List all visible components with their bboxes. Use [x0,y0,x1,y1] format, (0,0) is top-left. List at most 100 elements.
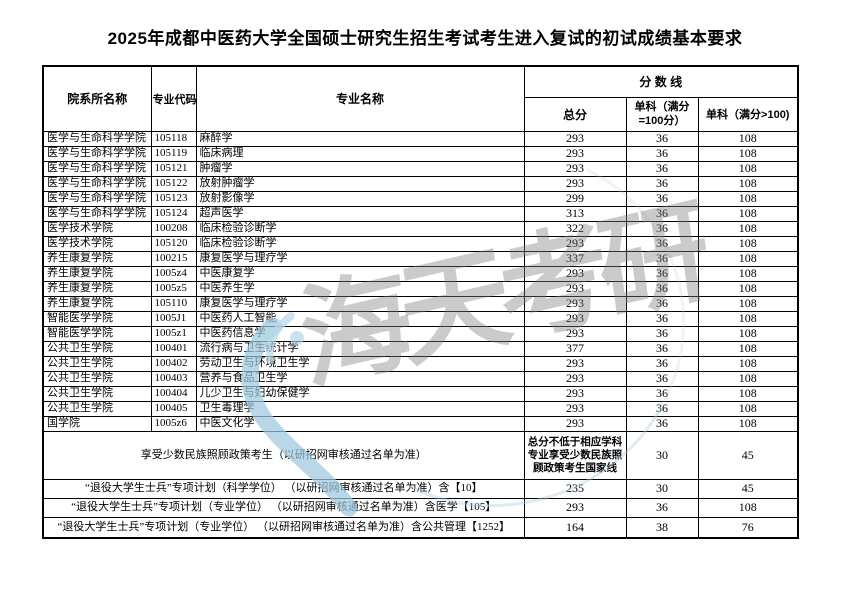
table-row: 公共卫生学院 100401 流行病与卫生统计学 377 36 108 [42,340,799,357]
major-cell: 临床检验诊断学 [195,235,525,252]
single-100-cell: 30 [625,478,699,499]
dept-cell: 医学与生命科学学院 [42,130,152,147]
single-gt100-cell: 108 [697,415,799,432]
single-100-cell: 38 [625,516,699,539]
total-cell: 293 [523,175,627,192]
code-cell: 100404 [150,385,197,402]
dept-cell: 养生康复学院 [42,280,152,297]
header-total-score: 总分 [523,96,627,132]
code-cell: 100402 [150,355,197,372]
table-row: 智能医学学院 1005z1 中医药信息学 293 36 108 [42,325,799,342]
table-row: 智能医学学院 1005J1 中医药人工智能 293 36 108 [42,310,799,327]
single-100-cell: 36 [625,325,699,342]
single-100-cell: 36 [625,497,699,518]
dept-cell: 养生康复学院 [42,295,152,312]
total-cell: 293 [523,280,627,297]
major-cell: 肿瘤学 [195,160,525,177]
table-header: 院系所名称 专业代码 专业名称 分 数 线 总分 单科（满分=100分） 单科（… [42,65,799,132]
dept-cell: 医学与生命科学学院 [42,205,152,222]
single-100-cell: 36 [625,310,699,327]
code-cell: 1005J1 [150,310,197,327]
dept-cell: 养生康复学院 [42,250,152,267]
code-cell: 105119 [150,145,197,162]
single-gt100-cell: 108 [697,497,799,518]
dept-cell: 国学院 [42,415,152,432]
single-gt100-cell: 45 [697,478,799,499]
single-100-cell: 36 [625,205,699,222]
major-cell: 康复医学与理疗学 [195,250,525,267]
header-row-2: 总分 单科（满分=100分） 单科（满分>100) [43,96,799,132]
table-row: 公共卫生学院 100402 劳动卫生与环境卫生学 293 36 108 [42,355,799,372]
total-cell: 164 [523,516,627,539]
table-row: 医学技术学院 100208 临床检验诊断学 322 36 108 [42,220,799,237]
single-gt100-cell: 108 [697,160,799,177]
total-cell: 293 [523,310,627,327]
code-cell: 105124 [150,205,197,222]
major-cell: 临床检验诊断学 [195,220,525,237]
major-cell: 中医文化学 [195,415,525,432]
header-major-code: 专业代码 [150,65,197,132]
dept-cell: 公共卫生学院 [42,355,152,372]
single-100-cell: 36 [625,265,699,282]
total-cell: 293 [523,130,627,147]
header-single-full-100: 单科（满分=100分） [625,96,699,132]
dept-cell: 医学与生命科学学院 [42,190,152,207]
table-row: 医学技术学院 105120 临床检验诊断学 293 36 108 [42,235,799,252]
single-100-cell: 30 [625,430,699,480]
single-100-cell: 36 [625,250,699,267]
dept-cell: 医学与生命科学学院 [42,145,152,162]
single-gt100-cell: 108 [697,235,799,252]
table-row: 养生康复学院 105110 康复医学与理疗学 293 36 108 [42,295,799,312]
table-body: 医学与生命科学学院 105118 麻醉学 293 36 108 医学与生命科学学院 1051… [42,130,799,539]
single-100-cell: 36 [625,175,699,192]
total-cell: 293 [523,415,627,432]
total-cell: 293 [523,385,627,402]
total-cell: 293 [523,235,627,252]
table-row: 医学与生命科学学院 105121 肿瘤学 293 36 108 [42,160,799,177]
header-single-over-100: 单科（满分>100) [697,96,799,132]
major-cell: 麻醉学 [195,130,525,147]
code-cell: 105123 [150,190,197,207]
major-cell: 营养与食品卫生学 [195,370,525,387]
single-gt100-cell: 45 [697,430,799,480]
major-cell: 流行病与卫生统计学 [195,340,525,357]
table-row: 医学与生命科学学院 105123 放射影像学 299 36 108 [42,190,799,207]
major-cell: 临床病理 [195,145,525,162]
major-cell: 儿少卫生与妇幼保健学 [195,385,525,402]
single-gt100-cell: 108 [697,295,799,312]
header-department: 院系所名称 [42,65,152,132]
table-row: 养生康复学院 100215 康复医学与理疗学 337 36 108 [42,250,799,267]
table-row: 医学与生命科学学院 105122 放射肿瘤学 293 36 108 [42,175,799,192]
dept-cell: 公共卫生学院 [42,400,152,417]
code-cell: 1005z5 [150,280,197,297]
veteran-plan-label: “退役大学生士兵”专项计划（专业学位） （以研招网审核通过名单为准）含公共管理【… [42,516,525,539]
major-cell: 康复医学与理疗学 [195,295,525,312]
table-row: 医学与生命科学学院 105118 麻醉学 293 36 108 [42,130,799,147]
single-100-cell: 36 [625,340,699,357]
major-cell: 超声医学 [195,205,525,222]
table-row: 公共卫生学院 100405 卫生毒理学 293 36 108 [42,400,799,417]
single-gt100-cell: 108 [697,190,799,207]
single-gt100-cell: 108 [697,205,799,222]
single-gt100-cell: 108 [697,220,799,237]
dept-cell: 公共卫生学院 [42,340,152,357]
header-major-name: 专业名称 [195,65,525,132]
code-cell: 1005z6 [150,415,197,432]
code-cell: 100405 [150,400,197,417]
single-gt100-cell: 76 [697,516,799,539]
page-title: 2025年成都中医药大学全国硕士研究生招生考试考生进入复试的初试成绩基本要求 [107,29,743,48]
single-gt100-cell: 108 [697,355,799,372]
minority-policy-total-note: 总分不低于相应学科专业享受少数民族照顾政策考生国家线 [523,430,627,480]
single-gt100-cell: 108 [697,130,799,147]
code-cell: 100215 [150,250,197,267]
total-cell: 293 [523,400,627,417]
single-gt100-cell: 108 [697,250,799,267]
code-cell: 105110 [150,295,197,312]
major-cell: 劳动卫生与环境卫生学 [195,355,525,372]
single-gt100-cell: 108 [697,385,799,402]
code-cell: 105121 [150,160,197,177]
single-100-cell: 36 [625,385,699,402]
header-row-1: 院系所名称 专业代码 专业名称 分 数 线 [42,65,799,132]
major-cell: 放射肿瘤学 [195,175,525,192]
total-cell: 293 [523,497,627,518]
